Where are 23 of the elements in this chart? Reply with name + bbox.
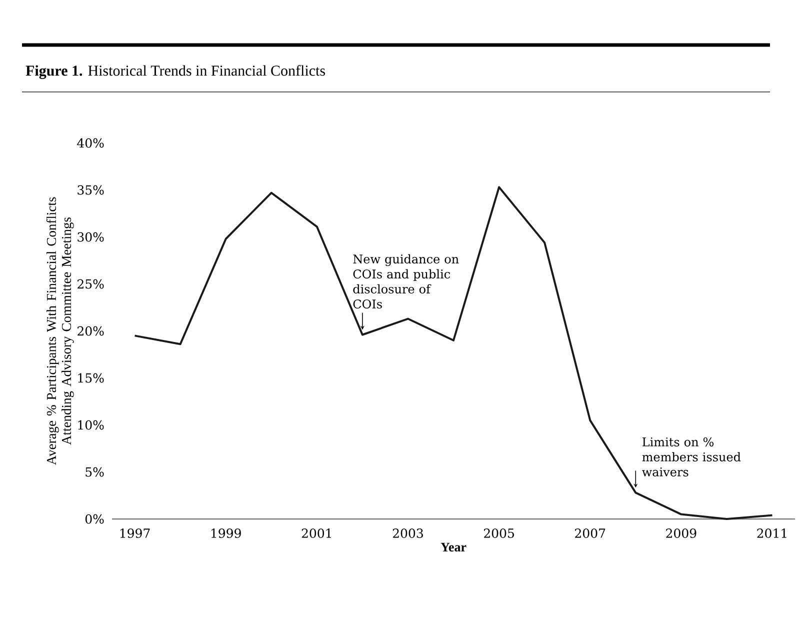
x-tick-label: 2011 [757,528,786,538]
chart-title: Figure 1. Historical Trends in Financial Conflicts [26,65,325,79]
y-tick-label: 20% [78,326,104,336]
y-tick-label: 35% [78,185,104,195]
y-axis-title: Average % Participants With Financial Conflicts Attending Advisory Committee Meetings [46,197,74,466]
annotation: Limits on % members issued waivers [642,437,741,476]
y-tick-label: 25% [78,279,104,289]
x-tick-label: 1999 [211,528,241,538]
y-tick-label: 0% [85,514,104,524]
y-tick-label: 40% [77,138,104,148]
x-tick-label: 2005 [484,528,514,538]
x-tick-label: 2007 [575,528,606,538]
y-tick-label: 15% [78,373,104,383]
y-tick-label: 5% [86,467,104,477]
x-tick-label: 2009 [666,528,696,538]
y-tick-label: 30% [78,232,104,242]
y-tick-label: 10% [78,420,104,430]
x-axis-title: Year [440,542,466,552]
x-tick-label: 2001 [302,528,332,538]
x-tick-label: 2003 [392,528,423,538]
line-series [134,186,774,520]
annotation: New guidance on COIs and public disclosure of COIs [353,254,459,309]
x-tick-label: 1997 [120,528,150,538]
